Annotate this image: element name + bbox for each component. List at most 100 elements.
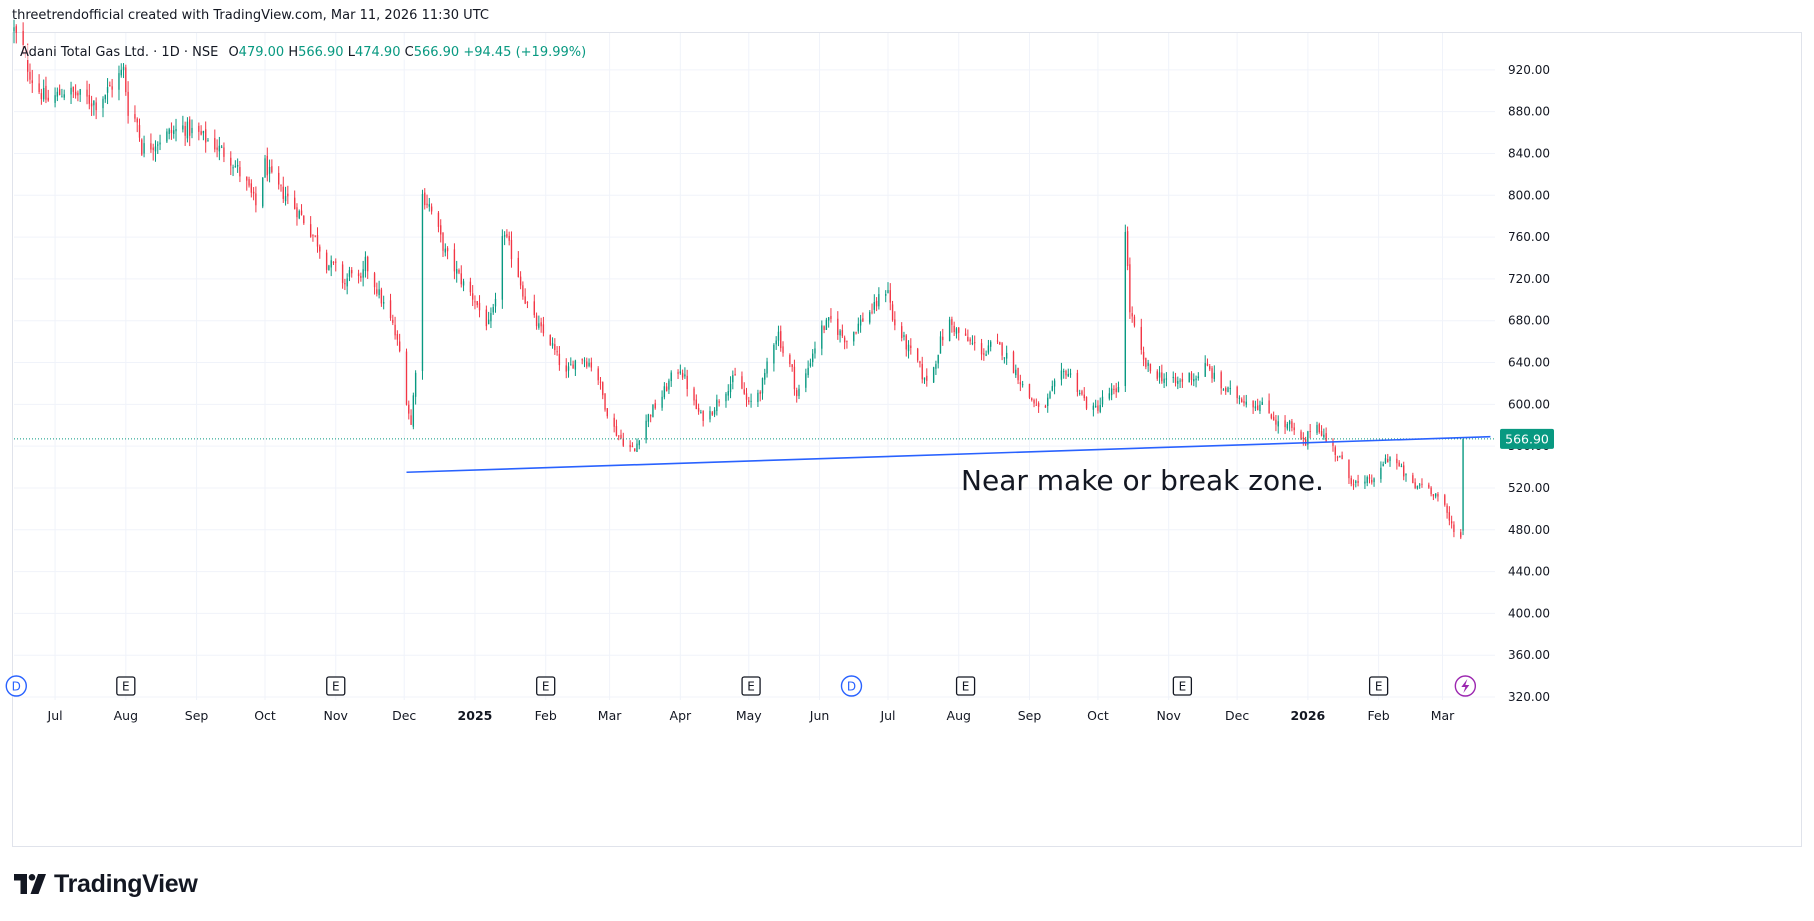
candle-body — [314, 235, 316, 237]
candle-body — [1293, 427, 1295, 431]
earnings-event-icon[interactable]: E — [741, 676, 761, 696]
candle-body — [63, 94, 65, 98]
candle-body — [535, 315, 538, 327]
y-tick-label: 880.00 — [1508, 105, 1550, 119]
candle-body — [1414, 482, 1416, 489]
x-tick-label: Sep — [1018, 708, 1042, 723]
earnings-event-icon[interactable]: E — [326, 676, 346, 696]
y-tick-label: 320.00 — [1508, 690, 1550, 704]
candle-body — [1113, 388, 1115, 390]
candle-body — [1005, 352, 1008, 359]
candle-body — [766, 361, 768, 374]
candle-body — [1031, 398, 1033, 400]
candle-body — [750, 400, 752, 402]
candle-body — [825, 319, 828, 330]
dividend-event-icon[interactable]: D — [5, 675, 27, 697]
candle-body — [1243, 400, 1245, 404]
candle-body — [837, 318, 839, 335]
high-value: 566.90 — [298, 45, 344, 60]
candle-body — [198, 125, 200, 132]
last-price-badge — [1500, 428, 1554, 449]
candle-body — [278, 172, 280, 185]
candle-body — [1047, 397, 1049, 407]
candle-body — [442, 233, 444, 251]
candle-body — [1161, 372, 1163, 382]
candle-body — [602, 382, 604, 396]
candle-body — [428, 204, 431, 207]
candle-body — [631, 445, 634, 448]
symbol-name: Adani Total Gas Ltd. · 1D · NSE — [20, 45, 219, 60]
candle-body — [597, 368, 599, 381]
candle-body — [1017, 367, 1019, 381]
tradingview-brand[interactable]: TradingView — [14, 869, 198, 899]
candle-body — [638, 440, 640, 446]
candle-body — [969, 339, 971, 342]
candle-body — [328, 265, 330, 271]
candle-body — [510, 239, 513, 260]
lightning-event-icon[interactable] — [1454, 675, 1477, 697]
candle-body — [1156, 371, 1158, 379]
candle-body — [668, 380, 670, 390]
candle-body — [1432, 494, 1435, 497]
candle-body — [1206, 363, 1209, 366]
candle-body — [1158, 372, 1161, 378]
candle-body — [1371, 479, 1373, 483]
earnings-event-icon[interactable]: E — [536, 676, 556, 696]
candle-body — [775, 340, 777, 345]
candle-body — [1108, 393, 1111, 399]
candle-body — [239, 167, 241, 177]
candle-body — [184, 125, 186, 136]
earnings-event-icon[interactable]: E — [116, 676, 136, 696]
earnings-event-icon[interactable]: E — [1172, 676, 1193, 696]
svg-text:D: D — [12, 680, 21, 694]
candle-body — [166, 131, 168, 142]
candle-body — [122, 66, 125, 71]
candle-body — [1355, 481, 1357, 483]
candle-body — [1065, 370, 1067, 376]
candle-body — [437, 212, 440, 227]
candle-body — [693, 388, 695, 401]
candle-body — [697, 407, 700, 412]
candle-body — [150, 143, 152, 150]
candle-body — [414, 372, 417, 397]
y-tick-label: 520.00 — [1508, 481, 1550, 495]
candle-body — [1078, 392, 1081, 394]
candle-body — [793, 366, 796, 390]
candle-body — [284, 196, 287, 202]
candle-body — [1092, 405, 1095, 410]
trendline[interactable] — [406, 435, 1491, 474]
candle-body — [492, 307, 494, 313]
annotation-text[interactable]: Near make or break zone. — [961, 464, 1324, 497]
candle-body — [761, 378, 764, 394]
candle-body — [1097, 405, 1099, 411]
candle-body — [173, 130, 175, 134]
candle-body — [341, 264, 344, 283]
svg-text:E: E — [962, 680, 970, 694]
candle-body — [252, 191, 255, 194]
candle-body — [182, 125, 184, 130]
candle-body — [1268, 400, 1270, 414]
candle-body — [1076, 372, 1079, 392]
candle-body — [554, 344, 556, 351]
candle-body — [725, 393, 727, 402]
open-value: 479.00 — [238, 45, 285, 60]
candle-body — [47, 97, 49, 101]
candle-body — [1213, 372, 1216, 380]
earnings-event-icon[interactable]: E — [955, 676, 976, 696]
dividend-event-icon[interactable]: D — [840, 675, 863, 697]
candle-body — [262, 177, 264, 207]
candle-body — [1460, 532, 1462, 538]
candle-body — [620, 434, 622, 439]
candle-body — [1348, 459, 1350, 479]
candle-body — [937, 354, 939, 364]
x-tick-label: 2025 — [458, 708, 493, 723]
candle-body — [1197, 376, 1200, 379]
candle-body — [732, 375, 734, 383]
candle-body — [1015, 369, 1017, 376]
earnings-event-icon[interactable]: E — [1368, 676, 1389, 696]
candle-body — [1300, 431, 1302, 440]
candle-body — [629, 444, 631, 448]
candle-body — [1450, 521, 1453, 524]
candle-body — [894, 319, 896, 326]
